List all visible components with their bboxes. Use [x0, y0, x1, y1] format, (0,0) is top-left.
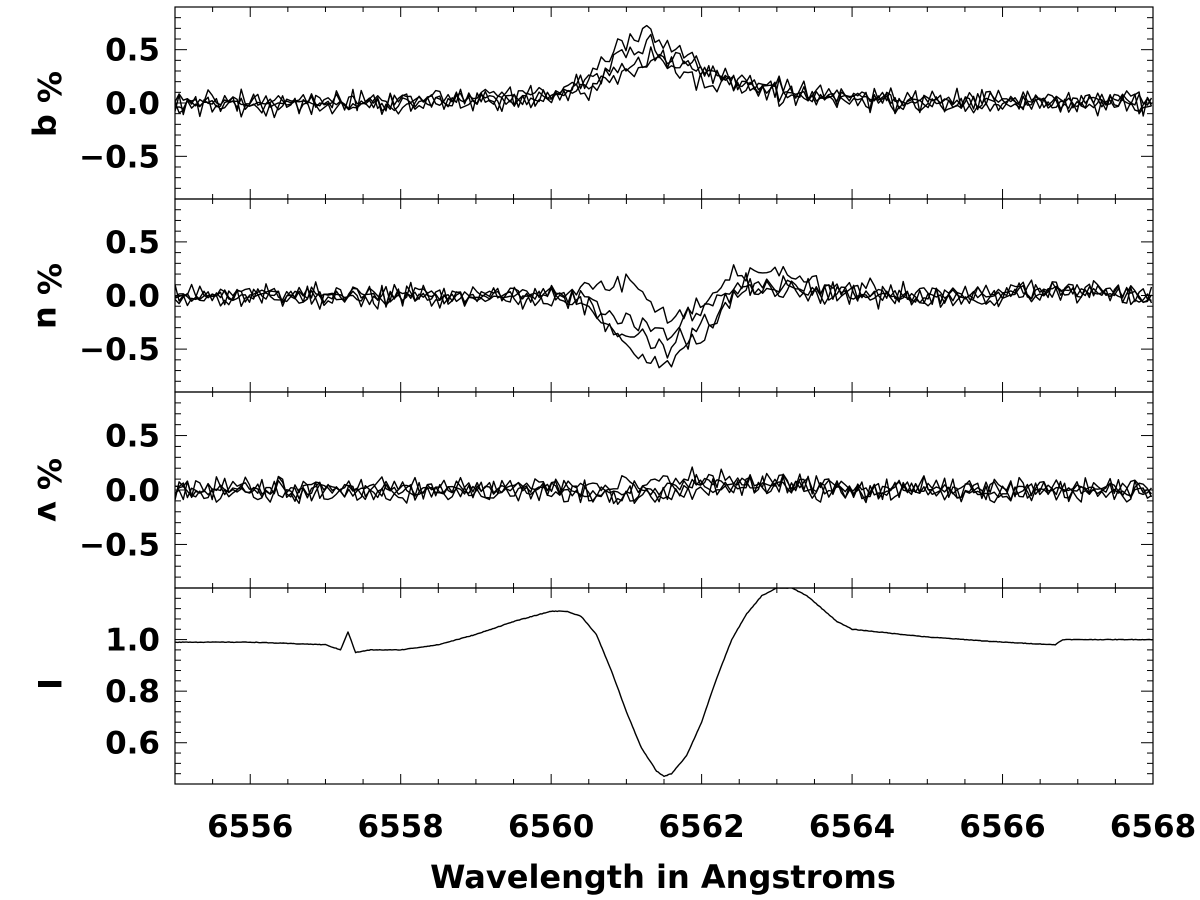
x-tick-label: 6568 — [1110, 809, 1196, 845]
series-line-v-2 — [175, 475, 1152, 505]
y-axis-label-I: I — [30, 678, 68, 690]
x-tick-label: 6562 — [658, 809, 744, 845]
y-tick-label: −0.5 — [79, 332, 160, 368]
y-tick-label: 0.0 — [105, 279, 160, 315]
y-axis-label-v: % v — [30, 458, 68, 522]
x-axis-label: Wavelength in Angstroms — [430, 858, 896, 896]
series-line-q-1 — [175, 33, 1152, 117]
y-axis-label-u: % u — [30, 263, 68, 329]
y-tick-label: 0.5 — [105, 225, 160, 261]
y-axis-label-q: % q — [30, 71, 68, 137]
series-line-v-4 — [175, 475, 1153, 504]
x-tick-label: 6558 — [358, 809, 444, 845]
series-line-u-1 — [175, 278, 1153, 369]
series-line-q-4 — [175, 55, 1153, 118]
y-tick-label: −0.5 — [79, 527, 160, 563]
x-tick-label: 6564 — [809, 809, 895, 845]
series-line-u-3 — [175, 264, 1152, 324]
series-line-I-1 — [175, 588, 1153, 778]
panel-q: −0.5 0.0 0.5 % q — [30, 6, 1154, 200]
panel-frame-I — [174, 587, 1154, 785]
series-line-u-2 — [175, 279, 1153, 359]
y-tick-label: 1.0 — [105, 623, 160, 659]
y-tick-label: 0.6 — [105, 726, 160, 762]
panel-I: 0.6 0.8 1.0 I 6556 6558 6560 6562 6564 6566 6568 — [30, 587, 1196, 845]
panels: −0.5 0.0 0.5 % q −0.5 0.0 0.5 % u −0.5 0.0 0.5 % v 0… — [30, 6, 1196, 845]
panel-u: −0.5 0.0 0.5 % u — [30, 198, 1154, 393]
y-tick-label: 0.8 — [105, 674, 160, 710]
y-tick-label: 0.5 — [105, 33, 160, 69]
y-tick-label: 0.0 — [105, 86, 160, 122]
series-line-q-3 — [175, 24, 1153, 118]
y-tick-label: −0.5 — [79, 139, 160, 175]
series-line-u-4 — [175, 272, 1153, 341]
panel-v: −0.5 0.0 0.5 % v — [30, 391, 1154, 589]
x-tick-label: 6560 — [508, 809, 594, 845]
y-tick-label: 0.5 — [105, 419, 160, 455]
series-line-q-2 — [175, 46, 1153, 119]
x-tick-label: 6556 — [207, 809, 293, 845]
y-tick-label: 0.0 — [105, 473, 160, 509]
x-tick-label: 6566 — [959, 809, 1045, 845]
